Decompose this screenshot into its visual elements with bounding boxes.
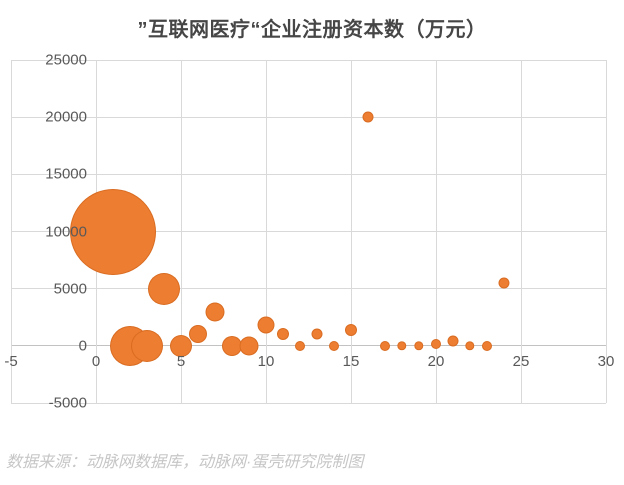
x-tick-label: -5 xyxy=(4,352,18,370)
x-tick-label: 25 xyxy=(512,352,530,370)
bubble-point xyxy=(345,323,357,336)
bubble-point xyxy=(311,328,323,340)
bubble-point xyxy=(148,272,180,305)
h-gridline xyxy=(11,288,606,290)
plot-area: -5000 0 5000 10000 15000 20000 25000 -5 0 5 10 15 20… xyxy=(4,53,614,411)
bubble-point xyxy=(131,329,163,362)
bubble-point xyxy=(447,335,459,347)
y-tick-label: -5000 xyxy=(48,394,87,412)
y-tick-label: 20000 xyxy=(45,108,87,126)
h-gridline xyxy=(11,173,606,175)
bubble-point xyxy=(329,340,339,351)
bubble-point xyxy=(205,302,225,322)
bubble-point xyxy=(362,111,374,123)
h-gridline xyxy=(11,116,606,118)
y-tick-label: 0 xyxy=(78,337,87,355)
bubble-point xyxy=(482,340,492,351)
bubble-point xyxy=(70,188,156,275)
bubble-point xyxy=(431,338,441,349)
v-gridline xyxy=(435,60,437,403)
source-note: 数据来源：动脉网数据库，动脉网·蛋壳研究院制图 xyxy=(6,454,364,471)
v-gridline xyxy=(350,60,352,403)
y-tick-label: 25000 xyxy=(45,51,87,69)
y-tick-label: 5000 xyxy=(53,280,87,298)
bubble-point xyxy=(498,277,510,289)
v-gridline xyxy=(180,60,182,403)
bubble-point xyxy=(414,341,424,351)
bubble-point xyxy=(277,328,289,341)
bubble-point xyxy=(189,325,207,344)
y-tick-label: 15000 xyxy=(45,165,87,183)
h-gridline xyxy=(11,231,606,232)
bubble-point xyxy=(239,336,259,356)
chart-title: ”互联网医疗“企业注册资本数（万元） xyxy=(137,19,487,41)
h-gridline xyxy=(11,402,606,404)
bubble-point xyxy=(465,341,475,351)
bubble-point xyxy=(257,316,275,334)
x-axis-line xyxy=(11,345,606,347)
x-tick-label: 5 xyxy=(176,352,186,370)
x-tick-label: 10 xyxy=(257,352,275,370)
x-tick-label: 0 xyxy=(91,352,101,370)
bubble-point xyxy=(170,334,192,357)
x-tick-label: 20 xyxy=(427,352,445,370)
bubble-point xyxy=(380,340,390,351)
h-gridline xyxy=(11,59,606,61)
bubble-point xyxy=(295,340,305,351)
x-tick-label: 30 xyxy=(597,352,615,370)
v-gridline xyxy=(10,60,12,403)
y-tick-label: 10000 xyxy=(45,223,87,240)
bubble-point xyxy=(397,341,407,351)
v-gridline xyxy=(520,60,522,403)
x-tick-label: 15 xyxy=(342,352,360,370)
v-gridline xyxy=(265,60,267,403)
v-gridline xyxy=(605,60,607,403)
